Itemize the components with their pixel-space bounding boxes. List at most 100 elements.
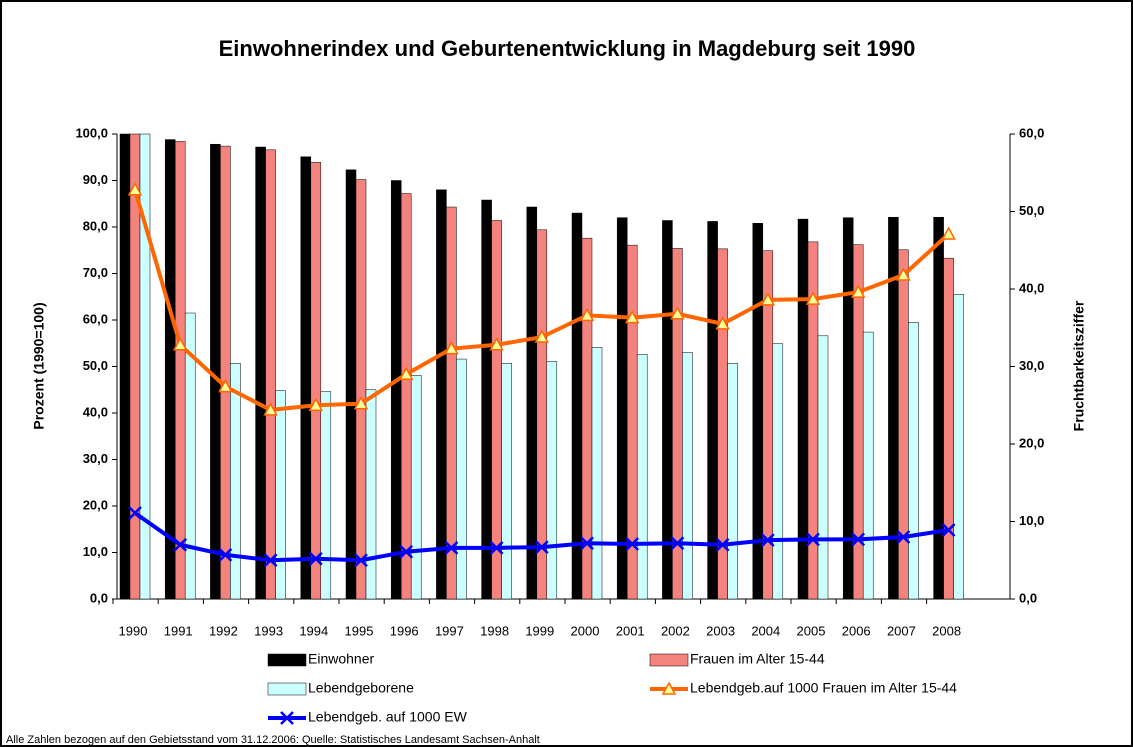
y-tick-label: 90,0: [83, 172, 108, 187]
bar: [571, 212, 583, 600]
bar: [682, 352, 693, 600]
bar: [842, 217, 854, 600]
point: [670, 536, 685, 551]
point: [580, 536, 594, 551]
legend-swatch: [649, 653, 689, 667]
legend-marker: [280, 711, 294, 725]
bar: [446, 206, 457, 600]
x-tick-label: 2006: [842, 623, 871, 638]
y-tick-label: 50,0: [83, 358, 108, 373]
x-tick-label: 2007: [887, 623, 916, 638]
point: [127, 182, 143, 196]
point: [760, 292, 776, 306]
x-tick-label: 2004: [751, 623, 780, 638]
bar: [174, 141, 186, 600]
y2-tick-label: 60,0: [1019, 125, 1044, 140]
point: [715, 537, 730, 552]
point: [263, 402, 278, 416]
y-tick-label: 0,0: [90, 590, 108, 605]
bar: [491, 220, 502, 600]
bar: [908, 322, 919, 600]
x-tick-label: 1992: [209, 623, 238, 638]
point: [444, 341, 459, 355]
bar: [410, 375, 422, 600]
x-tick-label: 2001: [616, 623, 645, 638]
bar: [436, 189, 447, 600]
x-tick-label: 1993: [254, 623, 283, 638]
point: [806, 532, 820, 547]
y2-tick-label: 10,0: [1019, 513, 1044, 528]
bar: [481, 199, 492, 600]
legend-label: Einwohner: [308, 651, 374, 667]
x-tick-label: 2002: [661, 623, 690, 638]
point: [444, 540, 459, 555]
bar: [139, 133, 151, 600]
y-tick-label: 30,0: [83, 451, 108, 466]
legend-swatch: [267, 682, 307, 696]
point: [941, 226, 956, 240]
x-tick-label: 2008: [932, 623, 961, 638]
point: [624, 310, 640, 324]
bar: [255, 146, 266, 600]
x-tick-label: 1997: [435, 623, 464, 638]
y-tick-label: 60,0: [83, 311, 108, 326]
point: [534, 540, 549, 554]
legend-label: Frauen im Alter 15-44: [690, 651, 825, 667]
bar: [636, 354, 648, 600]
bar: [220, 145, 231, 600]
bar: [953, 294, 964, 600]
x-tick-label: 2000: [571, 623, 600, 638]
bar: [390, 180, 402, 600]
point: [172, 337, 188, 351]
bar: [365, 389, 377, 600]
legend-swatch: [267, 653, 307, 667]
footnote: Alle Zahlen bezogen auf den Gebietsstand…: [6, 734, 540, 746]
bar: [230, 362, 241, 600]
y2-axis-title: Fruchtbarkeitsziffer: [1071, 300, 1087, 431]
y-tick-label: 100,0: [75, 125, 108, 140]
point: [715, 316, 730, 330]
point: [398, 366, 414, 380]
point: [896, 530, 911, 544]
x-tick-label: 1995: [345, 623, 374, 638]
x-tick-label: 1991: [164, 623, 193, 638]
bar: [119, 133, 131, 600]
x-tick-label: 1999: [525, 623, 554, 638]
point: [850, 284, 866, 298]
point: [218, 379, 233, 393]
point: [579, 307, 595, 322]
bar: [265, 149, 276, 600]
y-tick-label: 10,0: [83, 544, 108, 559]
bar: [772, 343, 784, 600]
chart-title: Einwohnerindex und Geburtenentwicklung i…: [219, 36, 916, 61]
x-tick-label: 2005: [797, 623, 826, 638]
bar: [456, 358, 467, 600]
bar: [320, 391, 332, 600]
point: [670, 306, 685, 320]
bar: [164, 139, 176, 600]
point: [851, 532, 866, 547]
point: [625, 537, 640, 551]
bar: [943, 257, 954, 600]
y-tick-label: 20,0: [83, 497, 108, 512]
x-tick-label: 1996: [390, 623, 419, 638]
y-axis-title: Prozent (1990=100): [31, 302, 47, 429]
bar: [526, 206, 538, 600]
bar: [898, 249, 909, 600]
x-tick-label: 2003: [706, 623, 735, 638]
bar: [546, 361, 558, 600]
y2-tick-label: 50,0: [1019, 203, 1044, 218]
bar: [355, 179, 367, 600]
x-tick-label: 1998: [480, 623, 509, 638]
bar: [501, 362, 512, 600]
bar: [275, 390, 286, 600]
point: [354, 553, 368, 568]
y2-tick-label: 0,0: [1019, 590, 1037, 605]
point: [308, 397, 324, 411]
y2-tick-label: 40,0: [1019, 280, 1044, 295]
y-tick-label: 80,0: [83, 218, 108, 233]
y-tick-label: 40,0: [83, 404, 108, 419]
x-tick-label: 1990: [119, 623, 148, 638]
